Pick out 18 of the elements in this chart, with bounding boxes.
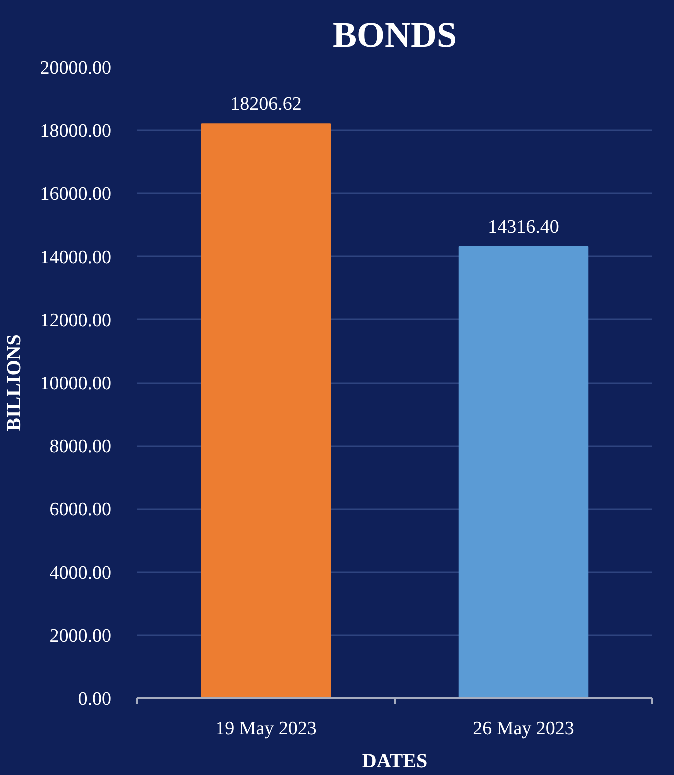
y-tick-label: 2000.00 — [50, 626, 112, 647]
x-tick-label: 26 May 2023 — [473, 718, 574, 740]
y-tick-label: 8000.00 — [50, 436, 112, 458]
y-tick-label: 10000.00 — [40, 374, 112, 394]
y-tick-label: 0.00 — [78, 689, 112, 710]
x-tick-label: 19 May 2023 — [216, 718, 317, 740]
y-tick-label: 20000.00 — [40, 58, 112, 79]
y-tick-label: 14000.00 — [40, 247, 112, 268]
x-axis-title: DATES — [362, 750, 428, 772]
y-tick-label: 18000.00 — [40, 121, 112, 142]
y-tick-label: 12000.00 — [40, 310, 112, 332]
y-tick-label: 4000.00 — [50, 562, 112, 584]
data-label: 18206.62 — [230, 94, 302, 116]
data-label: 14316.40 — [488, 216, 560, 238]
y-axis-title: BILLIONS — [3, 334, 26, 432]
y-tick-label: 16000.00 — [40, 184, 112, 206]
y-tick-label: 6000.00 — [50, 500, 112, 521]
chart-title: BONDS — [332, 15, 458, 55]
